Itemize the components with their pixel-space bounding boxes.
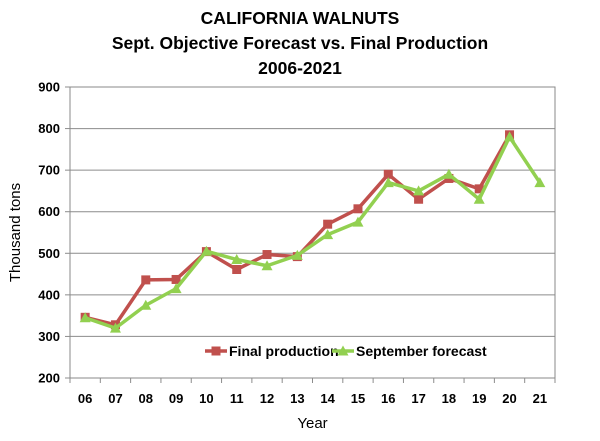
- x-tick-label: 15: [351, 391, 365, 406]
- y-tick-label: 400: [38, 287, 60, 302]
- data-point: [261, 260, 273, 271]
- data-point: [414, 194, 424, 204]
- x-tick-label: 11: [230, 391, 244, 406]
- y-tick-label: 300: [38, 329, 60, 344]
- series-layer: [79, 130, 546, 333]
- data-point: [322, 229, 334, 240]
- plot-area: [69, 86, 556, 379]
- y-tick-label: 600: [38, 204, 60, 219]
- x-tick-label: 21: [533, 391, 547, 406]
- series-line: [84, 135, 542, 330]
- data-point: [352, 216, 364, 227]
- x-tick-label: 10: [199, 391, 213, 406]
- x-tick-label: 09: [169, 391, 183, 406]
- data-point: [382, 177, 394, 188]
- x-tick-label: 07: [108, 391, 122, 406]
- data-point: [171, 274, 181, 284]
- y-axis-ticks: 200 300 400 500 600 700 800 900: [38, 80, 70, 386]
- y-tick-label: 200: [38, 371, 60, 386]
- data-point: [474, 184, 484, 194]
- y-axis-label: Thousand tons: [7, 183, 24, 282]
- x-tick-label: 13: [290, 391, 304, 406]
- legend-marker: [337, 345, 349, 356]
- y-tick-label: 900: [38, 80, 60, 95]
- legend-marker: [211, 346, 221, 356]
- legend-label: Final production: [229, 343, 339, 359]
- data-point: [109, 322, 121, 333]
- x-tick-label: 18: [442, 391, 456, 406]
- data-point: [323, 219, 333, 229]
- x-tick-label: 17: [411, 391, 425, 406]
- data-point: [170, 283, 182, 294]
- x-tick-label: 14: [320, 391, 335, 406]
- data-point: [504, 131, 516, 142]
- x-tick-label: 06: [78, 391, 92, 406]
- legend-item: September forecast: [332, 343, 487, 359]
- data-point: [140, 299, 152, 310]
- data-point: [534, 177, 546, 188]
- series-september-forecast: [79, 131, 546, 333]
- gridlines: [70, 86, 555, 379]
- x-tick-label: 08: [139, 391, 153, 406]
- y-tick-label: 800: [38, 121, 60, 136]
- x-axis-ticks: 06 07 08 09 10 11 12 13 14 15 16 17 18 19 20 21: [69, 378, 556, 406]
- x-tick-label: 12: [260, 391, 274, 406]
- y-tick-label: 500: [38, 246, 60, 261]
- data-point: [262, 250, 272, 260]
- x-tick-label: 16: [381, 391, 395, 406]
- data-point: [232, 264, 242, 274]
- legend-label: September forecast: [356, 343, 487, 359]
- data-point: [231, 254, 243, 265]
- x-tick-label: 19: [472, 391, 486, 406]
- series-final-production: [80, 130, 515, 330]
- data-point: [141, 275, 151, 285]
- data-point: [353, 204, 363, 214]
- data-point: [79, 312, 91, 323]
- series-line: [84, 133, 512, 327]
- y-tick-label: 700: [38, 163, 60, 178]
- chart-subtitle: Sept. Objective Forecast vs. Final Produ…: [111, 33, 489, 53]
- chart-subtitle-years: 2006-2021: [258, 58, 342, 78]
- data-point: [473, 193, 485, 204]
- data-point: [443, 168, 455, 179]
- legend-item: Final production: [205, 343, 339, 359]
- legend: Final production September forecast: [205, 343, 487, 359]
- data-point: [200, 245, 212, 256]
- data-point: [383, 169, 393, 179]
- chart-title-block: CALIFORNIA WALNUTS Sept. Objective Forec…: [0, 6, 600, 81]
- data-point: [413, 185, 425, 196]
- data-point: [291, 249, 303, 260]
- chart-title: CALIFORNIA WALNUTS: [200, 8, 400, 28]
- x-tick-label: 20: [502, 391, 516, 406]
- x-axis-label: Year: [297, 415, 327, 432]
